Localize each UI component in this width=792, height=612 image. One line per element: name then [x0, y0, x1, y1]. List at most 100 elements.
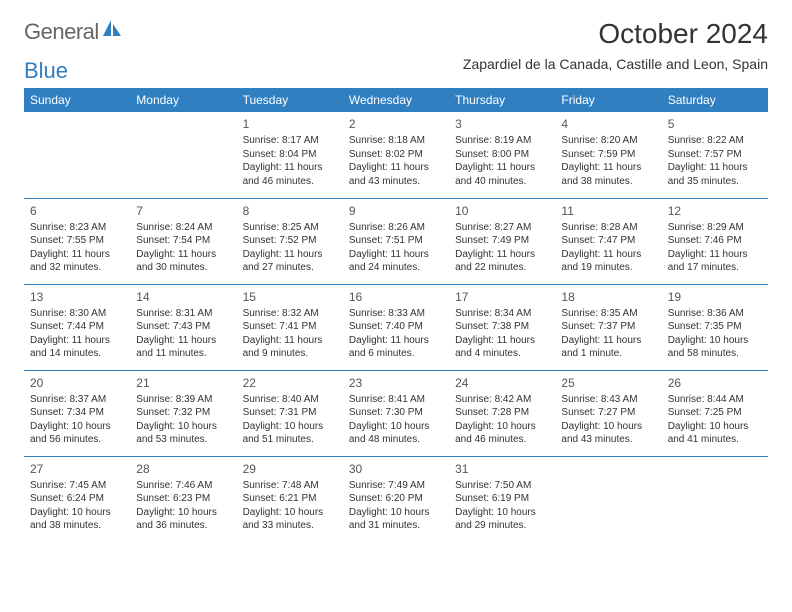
- daylight-line: Daylight: 11 hours and 24 minutes.: [349, 248, 443, 275]
- day-number: 27: [30, 461, 124, 477]
- sunrise-line: Sunrise: 8:44 AM: [668, 393, 762, 407]
- calendar-body: 1 Sunrise: 8:17 AMSunset: 8:04 PM Daylight…: [24, 112, 768, 542]
- calendar-cell: 17Sunrise: 8:34 AMSunset: 7:38 PMDayligh…: [449, 284, 555, 370]
- sunset-line: Sunset: 7:41 PM: [243, 320, 337, 334]
- calendar-cell: [555, 456, 661, 542]
- sunset-line: Sunset: 7:46 PM: [668, 234, 762, 248]
- daylight-line: Daylight: 10 hours and 56 minutes.: [30, 420, 124, 447]
- sunset-line: Sunset: 7:40 PM: [349, 320, 443, 334]
- sunrise-line: Sunrise: 8:27 AM: [455, 221, 549, 235]
- sunrise-line: Sunrise: 8:25 AM: [243, 221, 337, 235]
- sunrise-line: Sunrise: 8:19 AM: [455, 134, 549, 148]
- sunrise-line: Sunrise: 7:49 AM: [349, 479, 443, 493]
- calendar-row: 6Sunrise: 8:23 AMSunset: 7:55 PMDaylight…: [24, 198, 768, 284]
- daylight-line: Daylight: 11 hours and 14 minutes.: [30, 334, 124, 361]
- sunset-line: Sunset: 6:24 PM: [30, 492, 124, 506]
- day-number: 22: [243, 375, 337, 391]
- sunrise-line: Sunrise: 8:17 AM: [243, 134, 337, 148]
- calendar-cell: [130, 112, 236, 198]
- daylight-line: Daylight: 11 hours and 9 minutes.: [243, 334, 337, 361]
- daylight-line: Daylight: 11 hours and 22 minutes.: [455, 248, 549, 275]
- daylight-line: Daylight: 11 hours and 1 minute.: [561, 334, 655, 361]
- sunset-line: Sunset: 7:55 PM: [30, 234, 124, 248]
- sunset-line: Sunset: 7:54 PM: [136, 234, 230, 248]
- calendar-table: SundayMondayTuesdayWednesdayThursdayFrid…: [24, 88, 768, 542]
- calendar-cell: 28Sunrise: 7:46 AMSunset: 6:23 PMDayligh…: [130, 456, 236, 542]
- day-number: 18: [561, 289, 655, 305]
- sunset-line: Sunset: 7:57 PM: [668, 148, 762, 162]
- daylight-line: Daylight: 10 hours and 51 minutes.: [243, 420, 337, 447]
- brand-logo: General: [24, 18, 125, 45]
- daylight-line: Daylight: 11 hours and 6 minutes.: [349, 334, 443, 361]
- day-number: 10: [455, 203, 549, 219]
- daylight-line: Daylight: 10 hours and 58 minutes.: [668, 334, 762, 361]
- sunrise-line: Sunrise: 8:20 AM: [561, 134, 655, 148]
- calendar-cell: 1Sunrise: 8:17 AMSunset: 8:04 PMDaylight…: [237, 112, 343, 198]
- sunrise-line: Sunrise: 8:41 AM: [349, 393, 443, 407]
- sunrise-line: Sunrise: 8:43 AM: [561, 393, 655, 407]
- sunset-line: Sunset: 7:47 PM: [561, 234, 655, 248]
- day-number: 26: [668, 375, 762, 391]
- daylight-line: Daylight: 11 hours and 43 minutes.: [349, 161, 443, 188]
- weekday-header: Thursday: [449, 88, 555, 112]
- sunrise-line: Sunrise: 8:36 AM: [668, 307, 762, 321]
- calendar-cell: 6Sunrise: 8:23 AMSunset: 7:55 PMDaylight…: [24, 198, 130, 284]
- daylight-line: Daylight: 10 hours and 43 minutes.: [561, 420, 655, 447]
- day-number: 17: [455, 289, 549, 305]
- day-number: 23: [349, 375, 443, 391]
- sunrise-line: Sunrise: 8:37 AM: [30, 393, 124, 407]
- day-number: 5: [668, 116, 762, 132]
- sunrise-line: Sunrise: 8:28 AM: [561, 221, 655, 235]
- sunrise-line: Sunrise: 8:18 AM: [349, 134, 443, 148]
- day-number: 12: [668, 203, 762, 219]
- calendar-cell: 30Sunrise: 7:49 AMSunset: 6:20 PMDayligh…: [343, 456, 449, 542]
- calendar-cell: 23Sunrise: 8:41 AMSunset: 7:30 PMDayligh…: [343, 370, 449, 456]
- daylight-line: Daylight: 10 hours and 33 minutes.: [243, 506, 337, 533]
- day-number: 20: [30, 375, 124, 391]
- day-number: 11: [561, 203, 655, 219]
- weekday-header: Saturday: [662, 88, 768, 112]
- daylight-line: Daylight: 11 hours and 17 minutes.: [668, 248, 762, 275]
- weekday-header: Friday: [555, 88, 661, 112]
- sunset-line: Sunset: 8:02 PM: [349, 148, 443, 162]
- daylight-line: Daylight: 11 hours and 35 minutes.: [668, 161, 762, 188]
- calendar-row: 13Sunrise: 8:30 AMSunset: 7:44 PMDayligh…: [24, 284, 768, 370]
- day-number: 4: [561, 116, 655, 132]
- day-number: 14: [136, 289, 230, 305]
- daylight-line: Daylight: 11 hours and 11 minutes.: [136, 334, 230, 361]
- sunset-line: Sunset: 7:49 PM: [455, 234, 549, 248]
- brand-name-2: Blue: [24, 58, 768, 84]
- sunrise-line: Sunrise: 8:31 AM: [136, 307, 230, 321]
- calendar-cell: 10 Sunrise: 8:27 AMSunset: 7:49 PMDayligh…: [449, 198, 555, 284]
- daylight-line: Daylight: 10 hours and 31 minutes.: [349, 506, 443, 533]
- sunset-line: Sunset: 7:32 PM: [136, 406, 230, 420]
- sunrise-line: Sunrise: 8:33 AM: [349, 307, 443, 321]
- sunset-line: Sunset: 8:04 PM: [243, 148, 337, 162]
- calendar-cell: 4Sunrise: 8:20 AMSunset: 7:59 PMDaylight…: [555, 112, 661, 198]
- daylight-line: Daylight: 10 hours and 46 minutes.: [455, 420, 549, 447]
- weekday-header: Monday: [130, 88, 236, 112]
- sunset-line: Sunset: 6:20 PM: [349, 492, 443, 506]
- daylight-line: Daylight: 10 hours and 48 minutes.: [349, 420, 443, 447]
- sunset-line: Sunset: 7:34 PM: [30, 406, 124, 420]
- sunset-line: Sunset: 7:25 PM: [668, 406, 762, 420]
- calendar-cell: 12Sunrise: 8:29 AMSunset: 7:46 PMDayligh…: [662, 198, 768, 284]
- calendar-cell: 13Sunrise: 8:30 AMSunset: 7:44 PMDayligh…: [24, 284, 130, 370]
- day-number: 1: [243, 116, 337, 132]
- day-number: 25: [561, 375, 655, 391]
- weekday-header: Tuesday: [237, 88, 343, 112]
- sunrise-line: Sunrise: 8:22 AM: [668, 134, 762, 148]
- calendar-cell: 11Sunrise: 8:28 AMSunset: 7:47 PMDayligh…: [555, 198, 661, 284]
- sunset-line: Sunset: 7:28 PM: [455, 406, 549, 420]
- sunset-line: Sunset: 6:23 PM: [136, 492, 230, 506]
- calendar-cell: 24Sunrise: 8:42 AMSunset: 7:28 PMDayligh…: [449, 370, 555, 456]
- sunrise-line: Sunrise: 8:42 AM: [455, 393, 549, 407]
- sunset-line: Sunset: 6:19 PM: [455, 492, 549, 506]
- calendar-cell: 8Sunrise: 8:25 AMSunset: 7:52 PMDaylight…: [237, 198, 343, 284]
- daylight-line: Daylight: 11 hours and 40 minutes.: [455, 161, 549, 188]
- daylight-line: Daylight: 10 hours and 36 minutes.: [136, 506, 230, 533]
- calendar-cell: 20 Sunrise: 8:37 AMSunset: 7:34 PMDayligh…: [24, 370, 130, 456]
- calendar-cell: 2Sunrise: 8:18 AMSunset: 8:02 PMDaylight…: [343, 112, 449, 198]
- sunrise-line: Sunrise: 8:24 AM: [136, 221, 230, 235]
- sunrise-line: Sunrise: 7:46 AM: [136, 479, 230, 493]
